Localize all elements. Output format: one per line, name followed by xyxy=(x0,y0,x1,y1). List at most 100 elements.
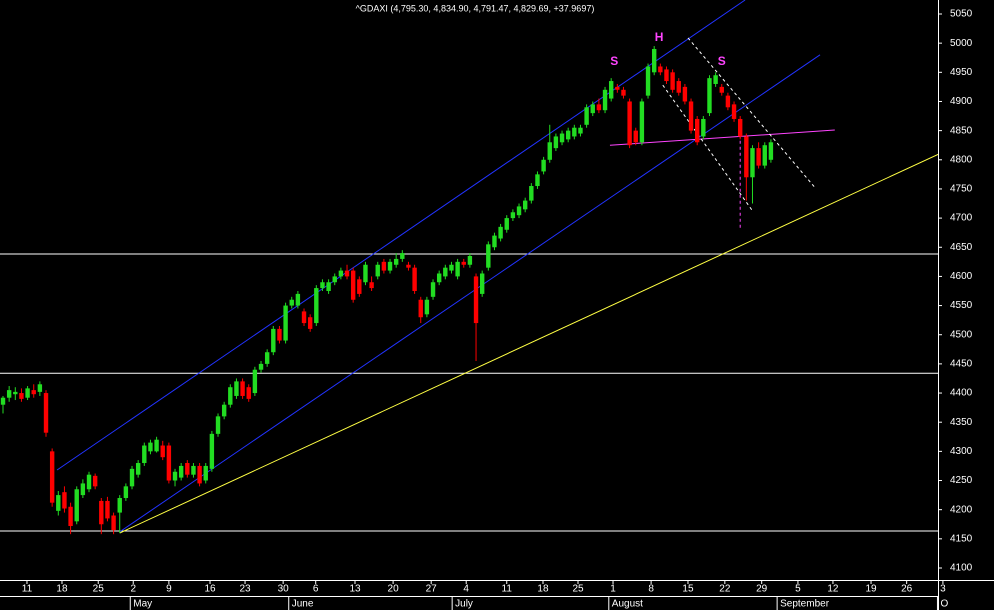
candle-body xyxy=(547,142,552,160)
candle-body xyxy=(160,445,165,458)
y-tick-label: 4350 xyxy=(950,417,973,428)
candle-body xyxy=(559,133,565,143)
candle-body xyxy=(191,465,196,475)
candle-body xyxy=(455,261,460,277)
annotation: H xyxy=(655,30,664,44)
candle-body xyxy=(19,393,24,399)
candle-body xyxy=(393,258,399,265)
candle-body xyxy=(596,104,602,111)
overlay-line xyxy=(609,129,835,146)
candle-body xyxy=(535,174,540,187)
candle-body xyxy=(479,273,485,294)
candle-body xyxy=(461,261,466,265)
x-tick-label: 22 xyxy=(719,584,731,595)
candle-body xyxy=(0,397,6,405)
month-label: August xyxy=(612,599,643,610)
candle-body xyxy=(37,384,43,392)
y-tick-label: 4900 xyxy=(950,96,973,107)
candle-body xyxy=(154,439,159,452)
x-tick-label: 13 xyxy=(349,584,361,595)
candle-body xyxy=(719,86,724,93)
candle-body xyxy=(203,465,208,481)
candle-body xyxy=(688,101,694,131)
month-label: May xyxy=(133,599,152,610)
candle-body xyxy=(357,279,362,294)
candle-body xyxy=(6,390,12,398)
candle-body xyxy=(529,186,534,201)
x-tick-label: 8 xyxy=(648,584,654,595)
candle-body xyxy=(209,433,215,469)
candle-body xyxy=(418,299,423,318)
candle-body xyxy=(467,256,473,265)
candle-body xyxy=(68,506,73,527)
x-tick-label: 5 xyxy=(795,584,801,595)
y-tick-label: 4500 xyxy=(950,329,973,340)
candle-body xyxy=(123,486,129,499)
y-tick-label: 4800 xyxy=(950,154,973,165)
x-tick-label: 11 xyxy=(22,584,33,595)
candle-body xyxy=(572,127,577,137)
candle-body xyxy=(320,282,325,289)
candle-body xyxy=(307,317,313,329)
x-tick-label: 4 xyxy=(463,584,469,595)
x-tick-label: 12 xyxy=(827,584,839,595)
candle-body xyxy=(283,305,288,341)
candle-body xyxy=(707,78,712,114)
candle-body xyxy=(99,500,104,525)
x-tick-label: 23 xyxy=(239,584,251,595)
candle-body xyxy=(449,264,454,271)
y-tick-label: 4150 xyxy=(950,533,973,544)
candle-body xyxy=(375,264,380,277)
y-tick-label: 4400 xyxy=(950,388,973,399)
x-tick-label: 25 xyxy=(572,584,584,595)
candle-body xyxy=(424,299,430,315)
plot-area: S H S xyxy=(0,0,938,535)
candle-body xyxy=(62,492,67,509)
chart-title: ^GDAXI (4,795.30, 4,834.90, 4,791.47, 4,… xyxy=(356,3,595,13)
y-tick-label: 4100 xyxy=(950,563,973,574)
candle-body xyxy=(541,159,546,172)
candle-body xyxy=(664,69,669,82)
y-tick-label: 4950 xyxy=(950,67,973,78)
candle-body xyxy=(522,200,528,210)
candle-body xyxy=(326,282,331,291)
candle-body xyxy=(443,267,448,277)
candle-body xyxy=(289,299,294,306)
candle-body xyxy=(701,118,706,137)
month-label: O xyxy=(940,599,948,610)
candle-body xyxy=(430,282,436,297)
candle-body xyxy=(148,442,153,452)
x-tick-label: 15 xyxy=(682,584,694,595)
candle-body xyxy=(301,311,307,324)
candle-body xyxy=(31,390,36,395)
x-tick-label: 9 xyxy=(166,584,172,595)
y-tick-label: 4850 xyxy=(950,125,973,136)
x-tick-label: 29 xyxy=(756,584,768,595)
candle-body xyxy=(682,86,688,102)
candle-body xyxy=(86,474,92,490)
y-tick-label: 5050 xyxy=(950,9,973,20)
candle-body xyxy=(676,81,681,93)
x-tick-label: 2 xyxy=(130,584,136,595)
candle-body xyxy=(135,463,141,475)
candle-body xyxy=(13,391,18,395)
y-tick-label: 4250 xyxy=(950,475,973,486)
y-tick-label: 4550 xyxy=(950,300,973,311)
candle-body xyxy=(295,293,301,306)
y-tick-label: 4700 xyxy=(950,213,973,224)
candle-body xyxy=(111,515,116,531)
candle-body xyxy=(277,328,282,341)
candle-body xyxy=(400,253,405,259)
candle-body xyxy=(314,288,319,324)
candle-body xyxy=(516,206,522,216)
overlay-line xyxy=(687,37,816,189)
candle-body xyxy=(762,145,767,166)
candle-body xyxy=(258,363,264,370)
month-label: June xyxy=(292,599,314,610)
month-label: July xyxy=(455,599,473,610)
candle-body xyxy=(56,495,61,511)
candle-body xyxy=(406,264,411,268)
candle-body xyxy=(221,404,227,417)
